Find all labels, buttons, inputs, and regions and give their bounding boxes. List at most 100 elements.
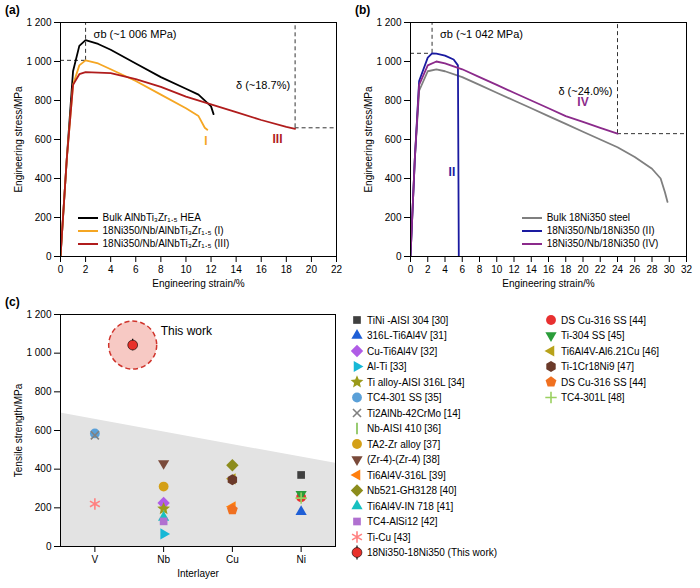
svg-text:20: 20: [306, 264, 318, 275]
svg-text:800: 800: [385, 95, 402, 106]
svg-text:0: 0: [46, 541, 52, 552]
svg-text:TC4-301L [48]: TC4-301L [48]: [561, 392, 625, 403]
svg-text:Interlayer: Interlayer: [177, 568, 219, 579]
svg-text:22: 22: [595, 264, 607, 275]
svg-text:0: 0: [46, 251, 52, 262]
svg-text:600: 600: [35, 134, 52, 145]
svg-text:σb (~1 006 MPa): σb (~1 006 MPa): [94, 28, 177, 40]
svg-text:Ti-Cu [43]: Ti-Cu [43]: [367, 532, 411, 543]
svg-text:200: 200: [35, 212, 52, 223]
svg-text:10: 10: [180, 264, 192, 275]
svg-text:22: 22: [331, 264, 343, 275]
svg-text:14: 14: [526, 264, 538, 275]
svg-text:14: 14: [231, 264, 243, 275]
html-text:(a): (a): [5, 3, 20, 17]
html-text:18Ni350/Nb/AlNbTi₃Zr₁.₅ (III): 18Ni350/Nb/AlNbTi₃Zr₁.₅ (III): [102, 238, 230, 249]
svg-text:1 200: 1 200: [26, 17, 51, 28]
svg-text:I: I: [204, 134, 207, 148]
svg-text:10: 10: [491, 264, 503, 275]
svg-text:Engineering stress/MPa: Engineering stress/MPa: [363, 86, 374, 193]
svg-text:III: III: [273, 132, 283, 146]
svg-text:4: 4: [442, 264, 448, 275]
svg-text:Al-Ti [33]: Al-Ti [33]: [367, 361, 407, 372]
svg-text:TC4-AlSi12 [42]: TC4-AlSi12 [42]: [367, 516, 438, 527]
svg-text:20: 20: [577, 264, 589, 275]
svg-text:Ti2AlNb-42CrMo [14]: Ti2AlNb-42CrMo [14]: [367, 408, 461, 419]
svg-text:δ (~18.7%): δ (~18.7%): [236, 79, 290, 91]
svg-text:200: 200: [385, 212, 402, 223]
svg-text:Ti alloy-AISI 316L [34]: Ti alloy-AISI 316L [34]: [367, 377, 465, 388]
svg-text:600: 600: [35, 425, 52, 436]
html-text:Bulk 18Ni350 steel: Bulk 18Ni350 steel: [546, 212, 631, 223]
svg-text:30: 30: [664, 264, 676, 275]
svg-text:2: 2: [83, 264, 89, 275]
svg-text:(Zr-4)-(Zr-4) [38]: (Zr-4)-(Zr-4) [38]: [367, 454, 440, 465]
svg-text:Ti6Al4V-IN 718 [41]: Ti6Al4V-IN 718 [41]: [367, 501, 454, 512]
svg-text:6: 6: [459, 264, 465, 275]
html-text:18Ni350/Nb/18Ni350 (IV): 18Ni350/Nb/18Ni350 (IV): [546, 238, 659, 249]
svg-text:400: 400: [385, 173, 402, 184]
svg-text:Tensile strength/MPa: Tensile strength/MPa: [13, 383, 24, 477]
svg-text:200: 200: [35, 502, 52, 513]
svg-text:σb (~1 042 MPa): σb (~1 042 MPa): [440, 28, 523, 40]
svg-text:8: 8: [158, 264, 164, 275]
svg-text:400: 400: [35, 463, 52, 474]
svg-text:26: 26: [629, 264, 641, 275]
svg-text:Ti6Al4V-Al6.21Cu [46]: Ti6Al4V-Al6.21Cu [46]: [561, 346, 659, 357]
svg-text:16: 16: [256, 264, 268, 275]
svg-text:600: 600: [385, 134, 402, 145]
svg-text:6: 6: [133, 264, 139, 275]
svg-text:Nb521-GH3128 [40]: Nb521-GH3128 [40]: [367, 485, 457, 496]
svg-text:12: 12: [205, 264, 217, 275]
html-text:18Ni350/Nb/AlNbTi₃Zr₁.₅ (I): 18Ni350/Nb/AlNbTi₃Zr₁.₅ (I): [102, 225, 224, 236]
svg-text:400: 400: [35, 173, 52, 184]
svg-text:1 200: 1 200: [26, 309, 51, 320]
html-text:18Ni350/Nb/18Ni350 (II): 18Ni350/Nb/18Ni350 (II): [546, 225, 655, 236]
html-text:(b): (b): [355, 3, 371, 17]
svg-text:II: II: [449, 165, 456, 179]
svg-text:Ni: Ni: [296, 554, 305, 565]
svg-text:1 000: 1 000: [376, 56, 401, 67]
svg-text:TC4-301 SS [35]: TC4-301 SS [35]: [367, 392, 442, 403]
svg-text:2: 2: [425, 264, 431, 275]
svg-text:18Ni350-18Ni350 (This work): 18Ni350-18Ni350 (This work): [367, 547, 497, 558]
svg-text:18: 18: [560, 264, 572, 275]
svg-text:316L-Ti6Al4V [31]: 316L-Ti6Al4V [31]: [367, 330, 447, 341]
svg-text:IV: IV: [577, 95, 588, 109]
svg-text:TiNi -AISI 304 [30]: TiNi -AISI 304 [30]: [367, 315, 449, 326]
svg-text:Nb: Nb: [157, 554, 170, 565]
svg-text:32: 32: [681, 264, 693, 275]
svg-text:1 000: 1 000: [26, 56, 51, 67]
svg-text:24: 24: [612, 264, 624, 275]
svg-text:16: 16: [543, 264, 555, 275]
svg-text:0: 0: [58, 264, 64, 275]
html-text:(c): (c): [5, 295, 20, 309]
svg-text:DS Cu-316 SS [44]: DS Cu-316 SS [44]: [561, 315, 646, 326]
svg-text:Nb-AISI 410 [36]: Nb-AISI 410 [36]: [367, 423, 441, 434]
svg-text:0: 0: [408, 264, 414, 275]
svg-text:8: 8: [477, 264, 483, 275]
svg-text:TA2-Zr alloy [37]: TA2-Zr alloy [37]: [367, 439, 440, 450]
svg-text:1 200: 1 200: [376, 17, 401, 28]
svg-text:Cu-Ti6Al4V [32]: Cu-Ti6Al4V [32]: [367, 346, 437, 357]
svg-text:Engineering stress/MPa: Engineering stress/MPa: [13, 86, 24, 193]
svg-text:1 000: 1 000: [26, 347, 51, 358]
svg-text:Cu: Cu: [226, 554, 239, 565]
svg-text:Engineering strain/%: Engineering strain/%: [502, 278, 594, 289]
svg-text:δ (~24.0%): δ (~24.0%): [558, 85, 613, 98]
html-text:Bulk AlNbTi₃Zr₁.₅ HEA: Bulk AlNbTi₃Zr₁.₅ HEA: [102, 212, 201, 223]
svg-text:Ti-1Cr18Ni9 [47]: Ti-1Cr18Ni9 [47]: [561, 361, 634, 372]
svg-text:Ti6Al4V-316L [39]: Ti6Al4V-316L [39]: [367, 470, 446, 481]
svg-text:V: V: [92, 554, 99, 565]
svg-text:800: 800: [35, 386, 52, 397]
svg-text:12: 12: [508, 264, 520, 275]
svg-text:28: 28: [646, 264, 658, 275]
svg-text:4: 4: [108, 264, 114, 275]
svg-text:800: 800: [35, 95, 52, 106]
svg-text:DS Cu-316 SS [44]: DS Cu-316 SS [44]: [561, 377, 646, 388]
svg-text:18: 18: [281, 264, 293, 275]
svg-text:This work: This work: [161, 324, 213, 338]
svg-text:Engineering strain/%: Engineering strain/%: [152, 278, 244, 289]
svg-text:0: 0: [396, 251, 402, 262]
svg-text:Ti-304 SS [45]: Ti-304 SS [45]: [561, 330, 625, 341]
